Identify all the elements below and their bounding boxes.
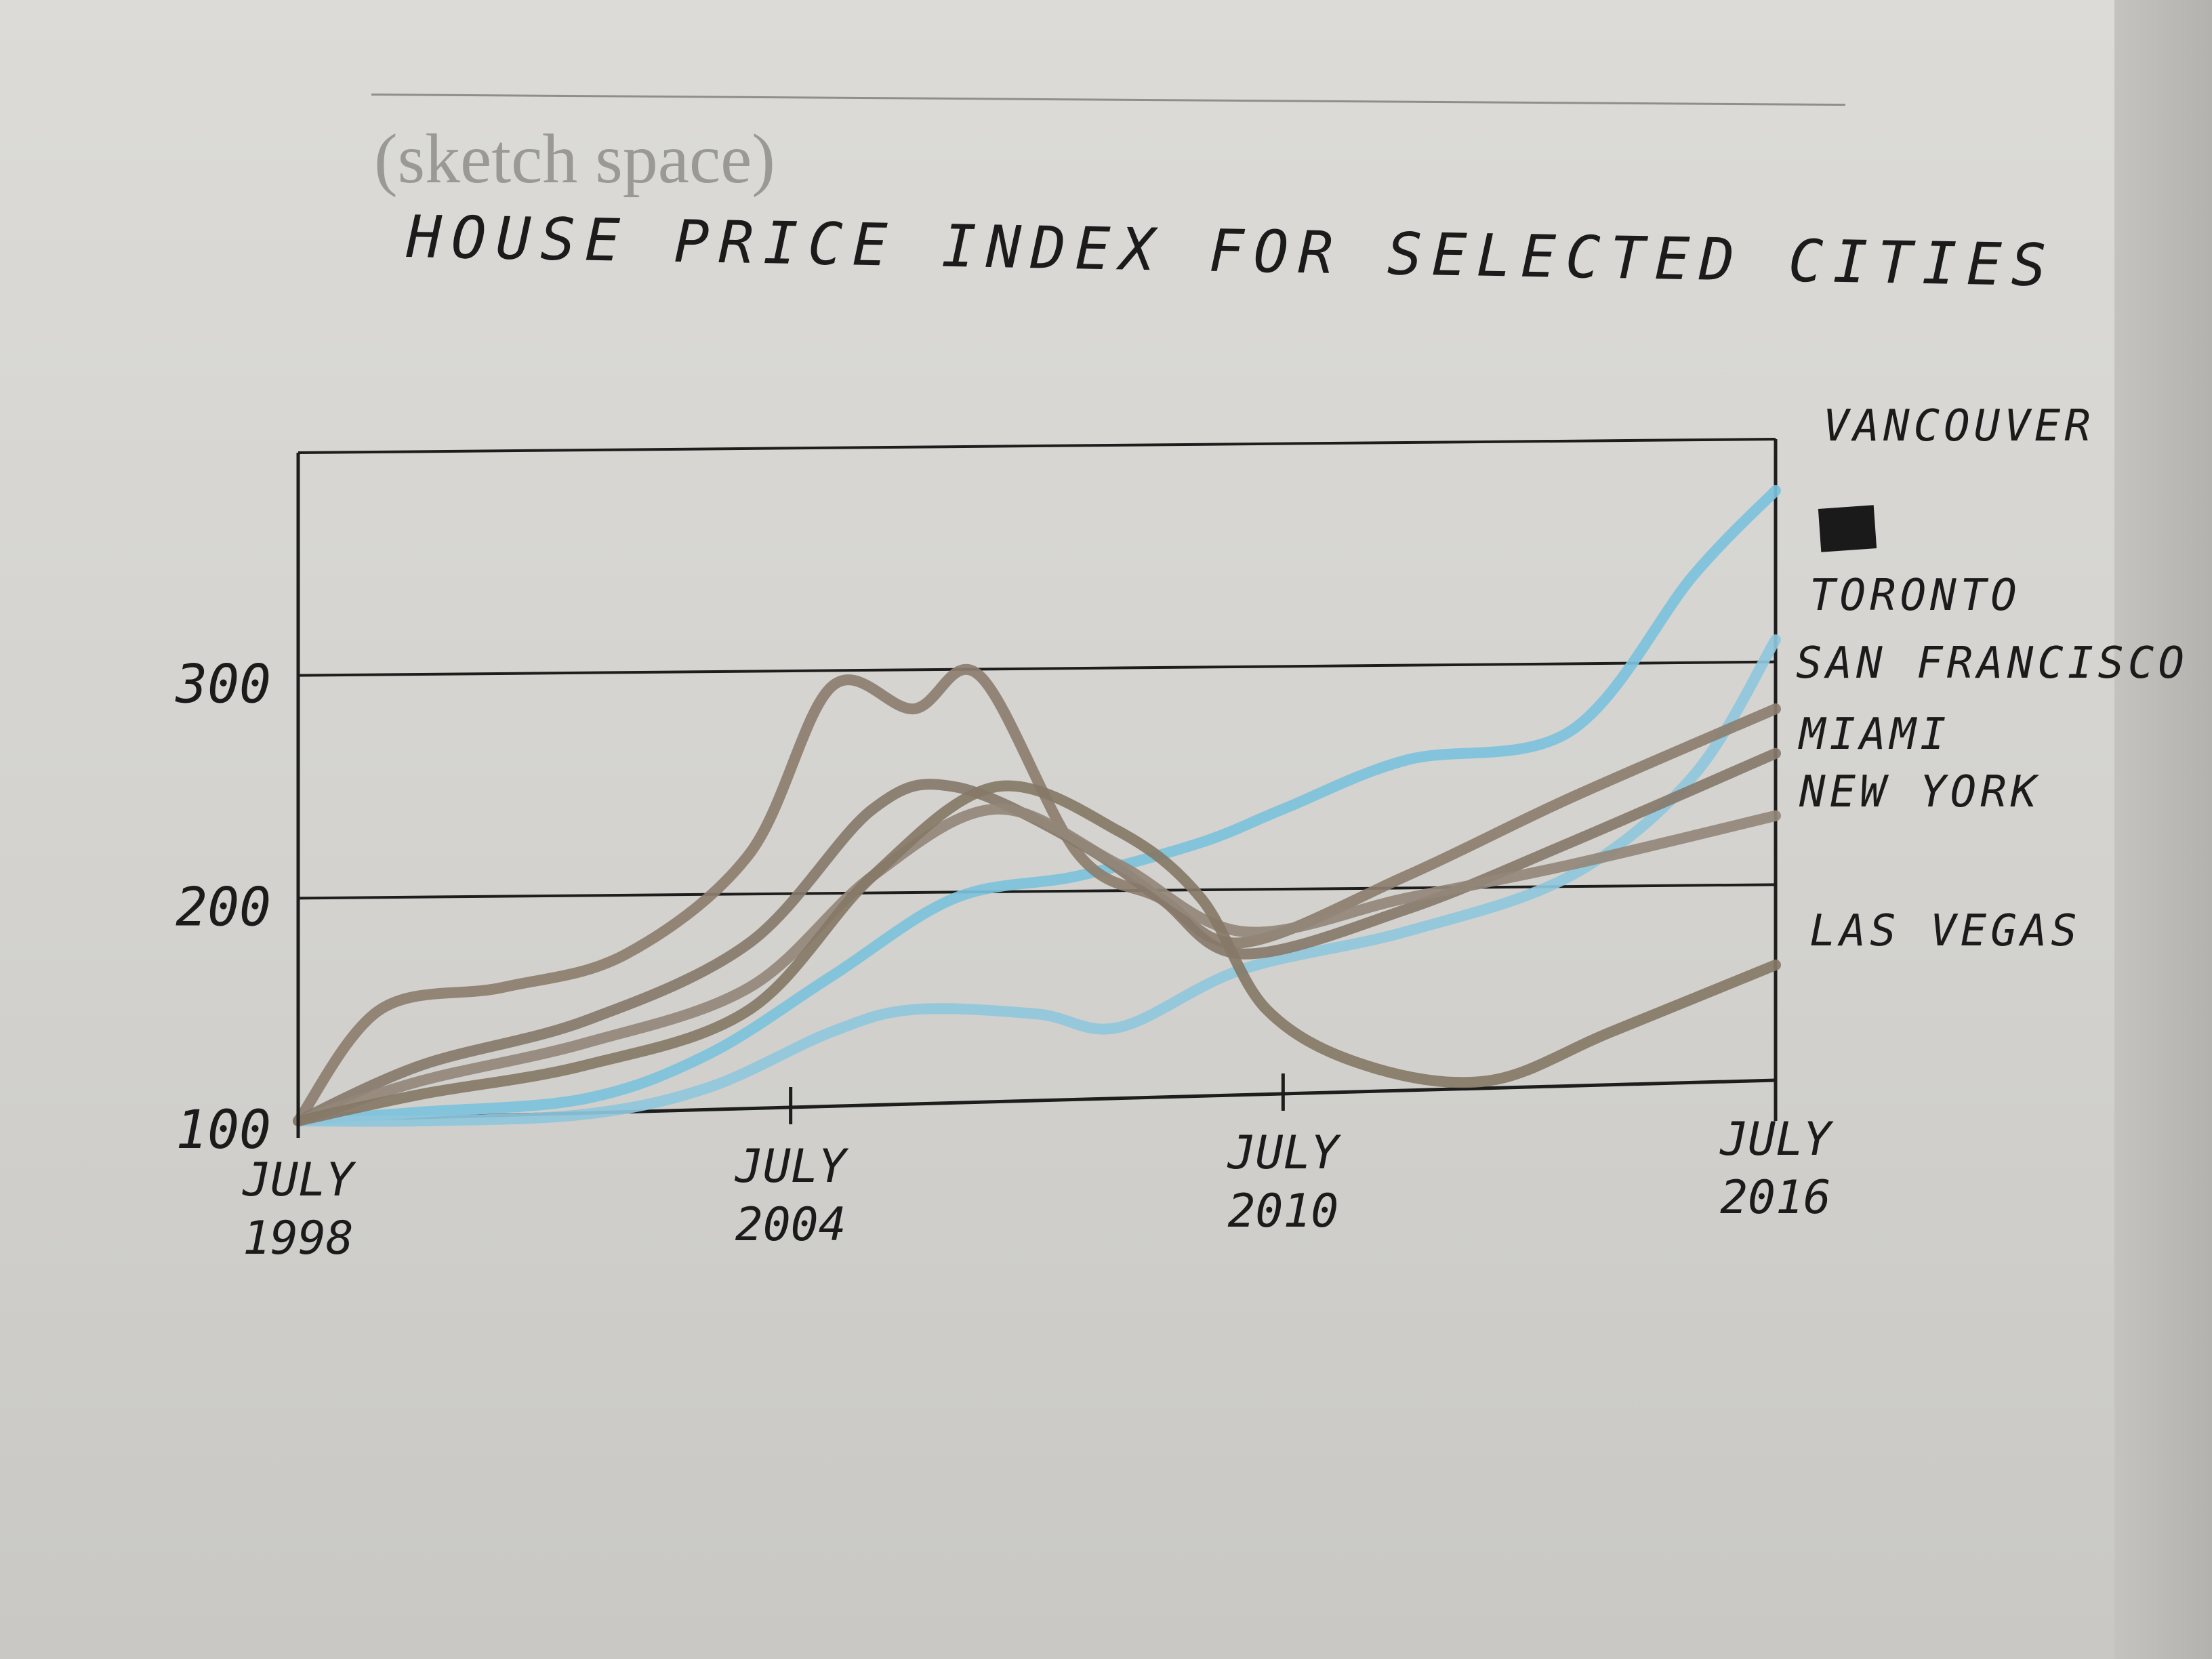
x-tick-labels: JULY 1998 JULY 2004 JULY 2010 JULY 2016 <box>242 1060 1834 1265</box>
y-tick-label: 300 <box>175 655 271 716</box>
series-line-toronto <box>293 634 1781 1127</box>
gridline <box>298 883 1776 900</box>
gridline <box>298 438 1776 454</box>
x-tick-label: JULY 2010 <box>1227 1126 1341 1238</box>
legend-label: NEW YORK <box>1799 767 2041 817</box>
series-line-san-francisco <box>293 664 1781 1126</box>
gridlines <box>298 438 1776 900</box>
series-lines <box>293 485 1781 1127</box>
series-line-vancouver <box>293 485 1781 1126</box>
gridline <box>298 660 1776 677</box>
series-line-new-york <box>293 803 1781 1126</box>
legend-label: VANCOUVER <box>1823 401 2095 451</box>
y-tick-label: 100 <box>176 1100 271 1161</box>
legend-label: SAN FRANCISCO <box>1796 638 2188 689</box>
legend-label: LAS VEGAS <box>1809 906 2081 956</box>
y-tick-label: 200 <box>176 877 271 938</box>
sketch-space-label: (sketch space) <box>374 120 775 198</box>
x-tick-label: JULY 1998 <box>242 1153 356 1265</box>
legend-label: MIAMI <box>1798 710 1950 760</box>
x-tick-label: JULY 2004 <box>735 1140 849 1252</box>
page-edge <box>2114 0 2212 1659</box>
series-line-las-vegas <box>293 780 1781 1126</box>
legend-swatch <box>1818 505 1877 552</box>
legend: VANCOUVER TORONTO SAN FRANCISCO MIAMI NEW YO… <box>1796 401 2188 956</box>
x-tick-label: JULY 2016 <box>1719 1113 1834 1225</box>
legend-label: TORONTO <box>1809 571 2021 621</box>
y-tick-labels: 100 200 300 <box>175 655 271 1161</box>
